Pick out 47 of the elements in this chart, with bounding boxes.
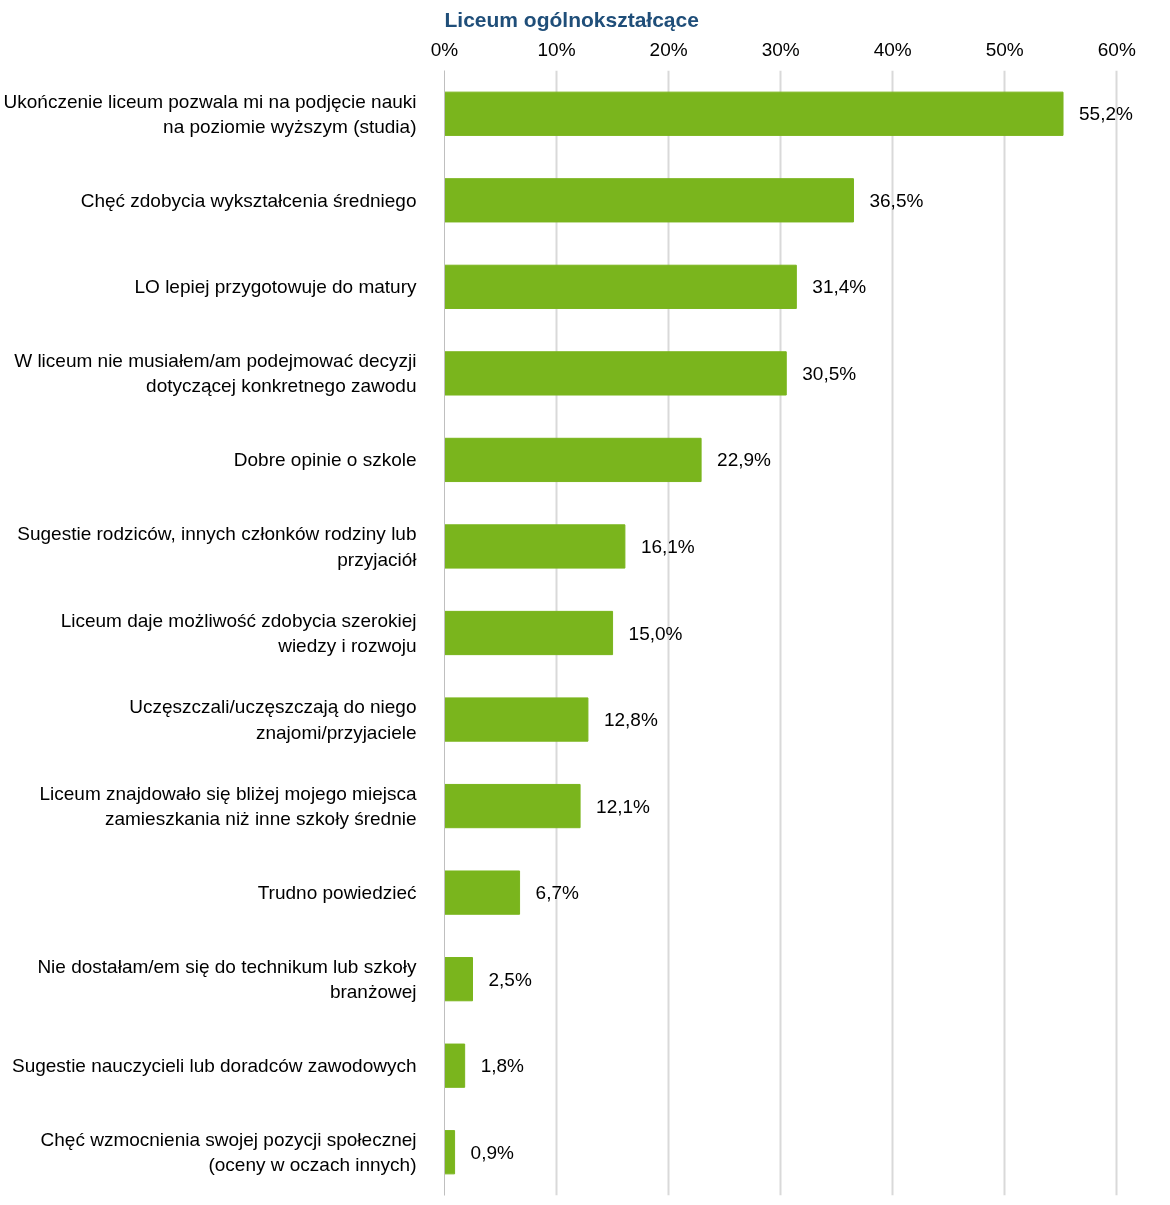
data-label: 55,2% <box>1079 103 1133 125</box>
bar <box>444 1043 466 1088</box>
y-tick-label: Trudno powiedzieć <box>257 882 417 904</box>
y-tick-label: Dobre opinie o szkole <box>233 449 417 471</box>
data-label: 30,5% <box>802 362 857 384</box>
bar <box>444 524 626 569</box>
bar <box>444 437 702 483</box>
bar <box>444 351 787 396</box>
y-tick-label: Uczęszczali/uczęszczają do niego znajomi/przyjaciele <box>129 696 417 743</box>
y-tick-label: Sugestie rodziców, innych członków rodziny lub przyjaciół <box>17 523 418 570</box>
y-tick-label: Chęć zdobycia wykształcenia średniego <box>80 189 417 211</box>
y-tick-label: Liceum znajdowało się bliżej mojego miejsca zamieszkania niż inne szkoły średnie <box>39 782 417 830</box>
x-tick-label: 50% <box>985 38 1024 60</box>
data-label: 22,9% <box>717 449 772 471</box>
y-tick-label: Liceum daje możliwość zdobycia szerokiej wiedzy i rozwoju <box>60 609 417 657</box>
data-label: 36,5% <box>869 189 924 211</box>
y-tick-label: Nie dostałam/em się do technikum lub szkoły branżowej <box>37 956 417 1003</box>
data-label: 2,5% <box>488 968 532 990</box>
data-label: 0,9% <box>470 1141 514 1163</box>
bar <box>444 697 589 742</box>
y-tick-label: W liceum nie musiałem/am podejmować decyzji dotyczącej konkretnego zawodu <box>14 350 417 397</box>
x-tick-label: 30% <box>761 38 800 60</box>
y-tick-label: Ukończenie liceum pozwala mi na podjęcie nauki na poziomie wyższym (studia) <box>3 90 417 137</box>
bar <box>444 178 854 223</box>
data-label: 12,8% <box>603 709 658 731</box>
bar <box>444 610 614 656</box>
data-label: 15,0% <box>628 622 683 644</box>
chart-title: Liceum ogólnokształcące <box>444 7 699 31</box>
bar <box>444 91 1064 136</box>
data-label: 6,7% <box>535 882 579 904</box>
data-label: 16,1% <box>640 535 695 557</box>
x-tick-label: 20% <box>649 38 688 60</box>
y-tick-label: LO lepiej przygotowuje do matury <box>134 276 417 298</box>
x-tick-label: 10% <box>537 38 576 60</box>
data-label: 31,4% <box>812 276 867 298</box>
y-tick-label: Chęć wzmocnienia swojej pozycji społecznej (oceny w oczach innych) <box>40 1129 417 1176</box>
bar <box>444 1130 456 1175</box>
y-tick-label: Sugestie nauczycieli lub doradców zawodowych <box>12 1055 417 1077</box>
bar <box>444 870 521 915</box>
data-label: 1,8% <box>480 1055 525 1077</box>
data-label: 12,1% <box>596 795 651 817</box>
bar <box>444 783 581 829</box>
bar <box>444 957 474 1002</box>
bar <box>444 264 797 309</box>
x-tick-label: 60% <box>1097 38 1136 60</box>
x-tick-label: 40% <box>873 38 912 60</box>
x-tick-label: 0% <box>430 38 459 60</box>
